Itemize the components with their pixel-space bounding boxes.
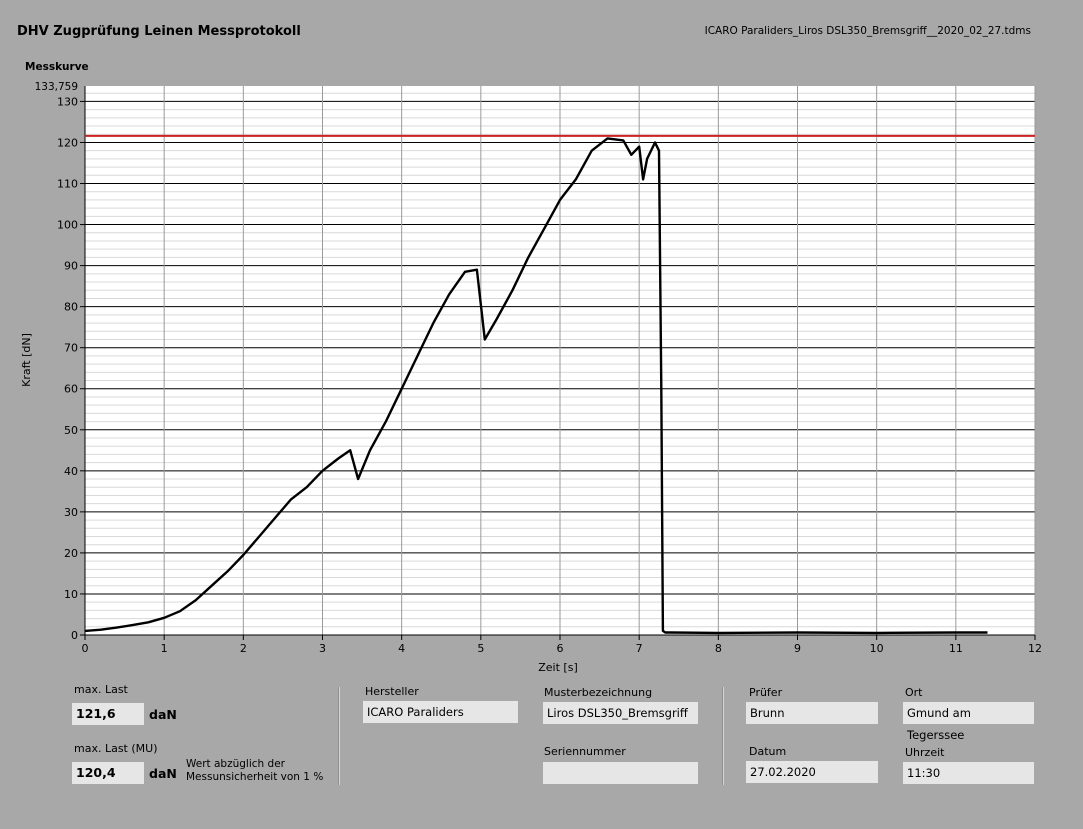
x-tick-label: 0 (82, 642, 89, 655)
file-name: ICARO Paraliders_Liros DSL350_Bremsgriff… (704, 25, 1031, 37)
x-tick-label: 3 (319, 642, 326, 655)
mu-note-line1: Wert abzüglich der (186, 758, 285, 770)
max-last-label: max. Last (74, 683, 128, 696)
page-title: DHV Zugprüfung Leinen Messprotokoll (17, 24, 301, 39)
y-tick-label: 90 (64, 260, 78, 273)
x-tick-label: 8 (715, 642, 722, 655)
x-tick-label: 1 (161, 642, 168, 655)
chart-section-label: Messkurve (25, 61, 89, 73)
max-last-mu-unit: daN (149, 766, 177, 781)
max-last-field: 121,6 (72, 703, 144, 725)
serien-label: Seriennummer (544, 745, 626, 758)
series-line-force (84, 137, 988, 635)
pruefer-field: Brunn (746, 702, 878, 724)
pruefer-label: Prüfer (749, 686, 783, 699)
x-axis-label: Zeit [s] (538, 661, 577, 674)
y-axis-label: Kraft [dN] (20, 333, 33, 387)
y-tick-label: 20 (64, 547, 78, 560)
y-tick-label: 50 (64, 424, 78, 437)
hersteller-field: ICARO Paraliders (363, 701, 518, 723)
divider (722, 687, 724, 785)
y-tick-label: 110 (57, 178, 78, 191)
muster-label: Musterbezeichnung (544, 686, 653, 699)
ort-label: Ort (905, 686, 923, 699)
uhrzeit-field: 11:30 (903, 762, 1034, 784)
x-tick-label: 5 (477, 642, 484, 655)
y-tick-label: 40 (64, 465, 78, 478)
hersteller-label: Hersteller (365, 685, 419, 698)
x-tick-label: 12 (1028, 642, 1042, 655)
x-tick-label: 9 (794, 642, 801, 655)
uhrzeit-label: Uhrzeit (905, 746, 945, 759)
datum-label: Datum (749, 745, 787, 758)
x-tick-label: 6 (557, 642, 564, 655)
y-tick-label: 30 (64, 506, 78, 519)
max-last-mu-label: max. Last (MU) (74, 742, 158, 755)
y-tick-label: 120 (57, 136, 78, 149)
datum-field: 27.02.2020 (746, 761, 878, 783)
divider (338, 687, 340, 785)
y-tick-label: 100 (57, 219, 78, 232)
force-time-chart: 0 1 2 3 4 5 6 7 8 9 10 11 12 01020304050607080901001… (20, 81, 1042, 674)
y-tick-label: 130 (57, 95, 78, 108)
ort-field: Gmund am Tegerssee (903, 702, 1034, 742)
y-tick-label: 70 (64, 342, 78, 355)
y-tick-label: 10 (64, 588, 78, 601)
x-tick-label: 11 (949, 642, 963, 655)
x-tick-label: 4 (398, 642, 405, 655)
x-tick-label: 10 (870, 642, 884, 655)
y-tick-label: 0 (71, 629, 78, 642)
x-tick-label: 2 (240, 642, 247, 655)
max-last-mu-field: 120,4 (72, 762, 144, 784)
x-axis: 0 1 2 3 4 5 6 7 8 9 10 11 12 (82, 634, 1042, 655)
x-tick-label: 7 (636, 642, 643, 655)
y-tick-label: 80 (64, 301, 78, 314)
mu-note-line2: Messunsicherheit von 1 % (186, 771, 324, 783)
y-axis: 0 10 20 30 40 50 60 70 80 90 100 110 120 130 133,759 (35, 81, 86, 642)
y-tick-label: 60 (64, 383, 78, 396)
serien-field (543, 762, 698, 784)
max-last-unit: daN (149, 707, 177, 722)
muster-field: Liros DSL350_Bremsgriff (543, 702, 698, 724)
y-max-label: 133,759 (35, 81, 78, 93)
